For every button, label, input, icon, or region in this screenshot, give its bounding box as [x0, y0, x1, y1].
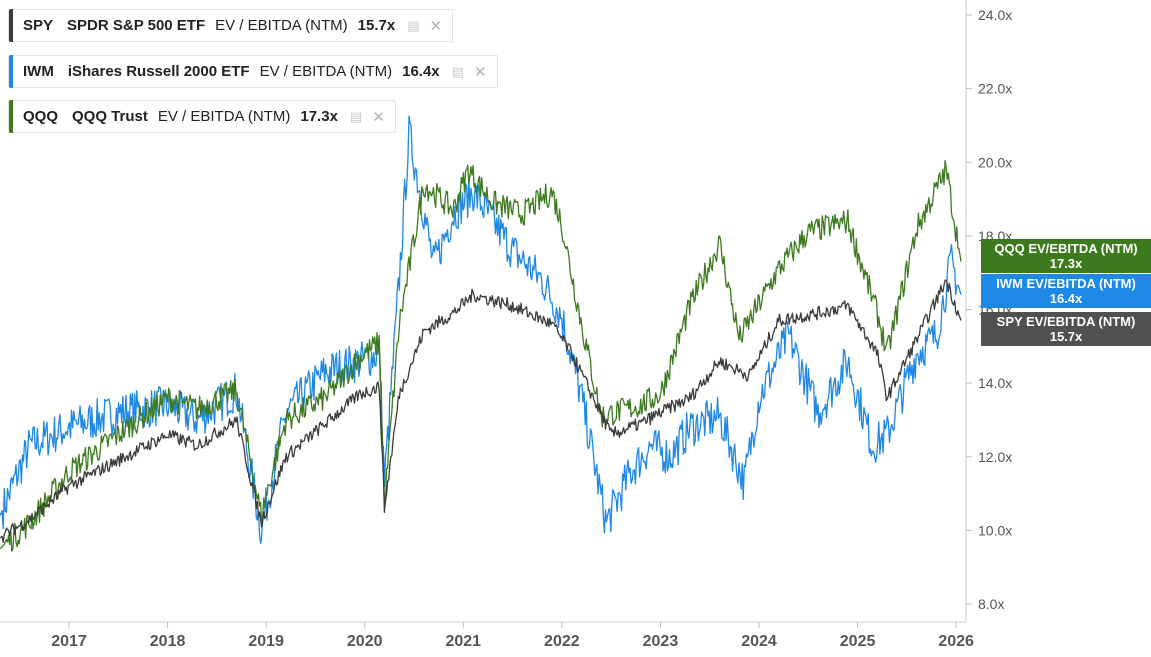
layers-icon[interactable]: ▤ [451, 63, 464, 79]
layers-icon[interactable]: ▤ [407, 17, 420, 33]
series-line-qqq [0, 160, 962, 552]
close-icon[interactable]: ✕ [473, 63, 487, 81]
legend-value: 15.7x [357, 17, 396, 34]
x-tick-label: 2017 [51, 633, 87, 650]
legend-metric: EV / EBITDA (NTM) [215, 17, 348, 34]
x-tick-label: 2023 [643, 633, 679, 650]
y-tick-label: 20.0x [978, 154, 1012, 170]
x-tick-label: 2018 [150, 633, 186, 650]
legend-color-bar [9, 55, 13, 88]
legend-color-bar [9, 9, 13, 42]
y-tick-label: 8.0x [978, 596, 1004, 612]
y-tick-label: 14.0x [978, 375, 1012, 391]
y-tick-label: 10.0x [978, 522, 1012, 538]
legend-item-iwm[interactable]: IWM iShares Russell 2000 ETF EV / EBITDA… [8, 55, 498, 88]
series-line-spy [0, 279, 962, 544]
x-axis-ticks: 2017 2018 2019 2020 2021 2022 2023 2024 2025 2026 [51, 622, 974, 650]
legend-name: QQQ Trust [72, 108, 148, 125]
legend-value: 16.4x [402, 63, 440, 80]
legend-metric: EV / EBITDA (NTM) [157, 108, 291, 125]
close-icon[interactable]: ✕ [429, 17, 443, 35]
legend-value: 17.3x [300, 108, 338, 125]
series-line-iwm [0, 115, 962, 545]
tag-value: 17.3x [1049, 256, 1083, 271]
legend-item-spy[interactable]: SPY SPDR S&P 500 ETF EV / EBITDA (NTM) 1… [8, 9, 454, 42]
legend-color-bar [9, 100, 13, 133]
legend-ticker: IWM [23, 63, 54, 80]
tag-label: IWM EV/EBITDA (NTM) [996, 276, 1136, 291]
y-tick-label: 24.0x [978, 7, 1012, 23]
x-tick-label: 2026 [938, 633, 974, 650]
series-lines [0, 115, 962, 552]
y-axis-ticks: 8.0x10.0x12.0x14.0x16.0x18.0x20.0x22.0x2… [966, 7, 1012, 612]
legend-item-qqq[interactable]: QQQ QQQ Trust EV / EBITDA (NTM) 17.3x ▤ … [8, 100, 396, 133]
x-tick-label: 2022 [544, 633, 580, 650]
x-tick-label: 2019 [248, 633, 284, 650]
x-tick-label: 2021 [445, 633, 481, 650]
layers-icon[interactable]: ▤ [349, 108, 363, 124]
value-tag-iwm: IWM EV/EBITDA (NTM) 16.4x [981, 274, 1151, 308]
close-icon[interactable]: ✕ [372, 108, 385, 126]
tag-label: SPY EV/EBITDA (NTM) [996, 314, 1136, 329]
tag-value: 15.7x [1049, 329, 1083, 344]
y-tick-label: 12.0x [978, 449, 1012, 465]
legend-ticker: QQQ [23, 108, 59, 125]
value-tag-qqq: QQQ EV/EBITDA (NTM) 17.3x [981, 239, 1151, 273]
legend-name: SPDR S&P 500 ETF [67, 17, 206, 34]
x-tick-label: 2024 [741, 633, 777, 650]
tag-label: QQQ EV/EBITDA (NTM) [994, 241, 1138, 256]
value-tag-spy: SPY EV/EBITDA (NTM) 15.7x [981, 312, 1151, 346]
y-tick-label: 22.0x [978, 81, 1012, 97]
x-tick-label: 2025 [840, 633, 876, 650]
x-tick-label: 2020 [347, 633, 383, 650]
legend-name: iShares Russell 2000 ETF [67, 63, 250, 80]
legend-ticker: SPY [23, 17, 54, 34]
legend-metric: EV / EBITDA (NTM) [259, 63, 393, 80]
tag-value: 16.4x [1049, 291, 1083, 306]
